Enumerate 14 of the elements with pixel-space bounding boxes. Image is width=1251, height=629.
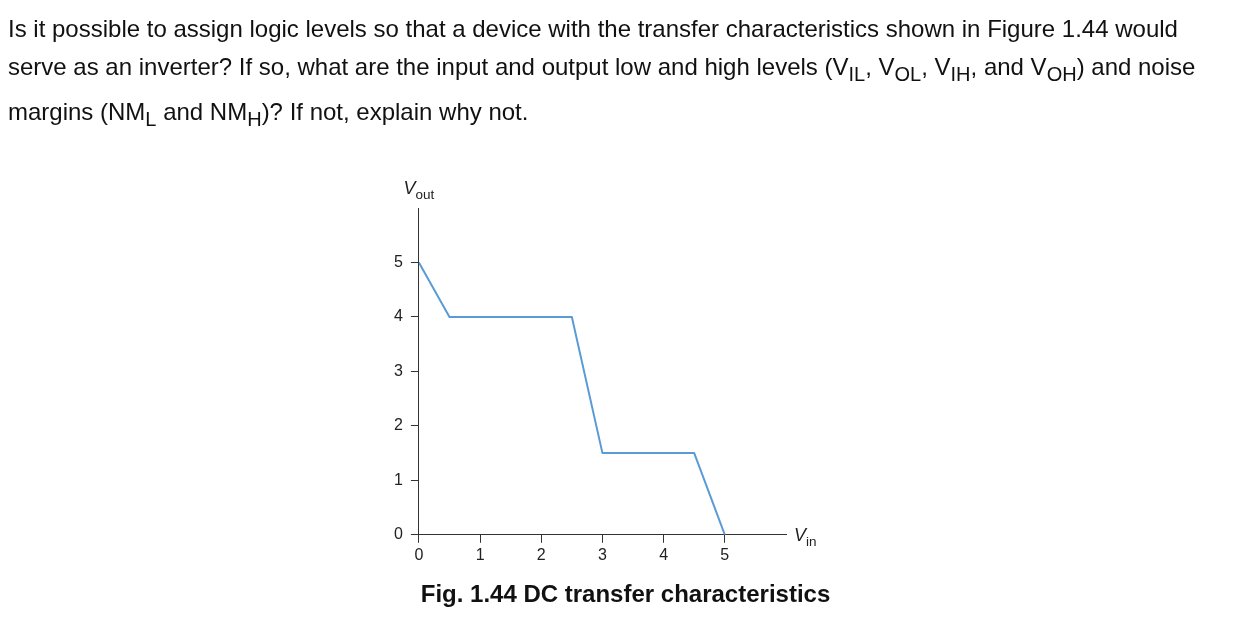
y-tick-label: 5 [393,252,403,270]
y-tick-label: 0 [393,525,403,543]
x-tick-label: 4 [659,545,669,563]
y-tick-label: 3 [393,361,403,379]
y-tick-label: 1 [393,470,403,488]
y-tick-label: 4 [393,307,403,325]
chart-title: Is it possible to assign logic levels so that a device with the transfer characteristics shown in Figure 1.44 would serve as an inverter? If so, what are the input and output low and high levels (V$_{IL}$, V$_{OL}$, V$_{IH}$, and V$_{OH}$) and noise margins (NM$_{L}$ and NM$_{H}$)? If not, explain why not. [8,15,1196,130]
x-tick-label: 1 [475,545,485,563]
x-tick-label: 0 [414,545,424,563]
x-tick-label: 2 [536,545,546,563]
x-tick-label: 3 [598,545,607,563]
caption: Fig. 1.44 DC transfer characteristics [419,580,832,608]
x-tick-label: 5 [720,545,730,563]
y-tick-label: 2 [393,416,403,434]
